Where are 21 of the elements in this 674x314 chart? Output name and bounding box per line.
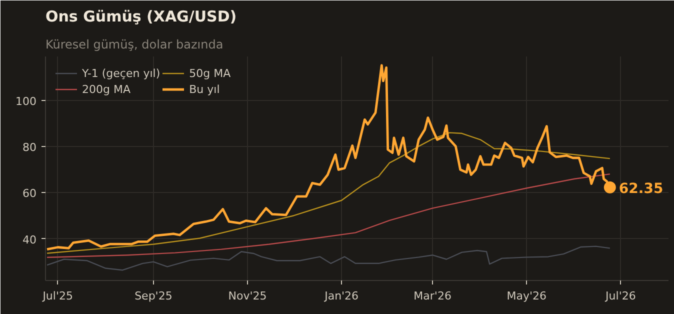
- x-tick-label: May'26: [506, 290, 547, 302]
- x-tick-label: Jul'26: [604, 290, 636, 302]
- legend-label: Bu yıl: [189, 82, 220, 96]
- legend-label: 50g MA: [189, 66, 231, 80]
- legend-label: Y-1 (geçen yıl): [82, 66, 160, 80]
- x-tick-label: Nov'25: [228, 290, 267, 302]
- x-tick-label: Mar'26: [414, 290, 452, 302]
- y-tick-label: 60: [22, 187, 37, 200]
- legend-label: 200g MA: [82, 82, 130, 96]
- line-series: [46, 173, 610, 258]
- x-tick-label: Jan'26: [324, 290, 359, 302]
- x-tick-label: Jul'25: [42, 290, 73, 302]
- y-tick-label: 40: [22, 233, 37, 246]
- line-series: [46, 132, 610, 254]
- x-tick-label: Sep'25: [134, 290, 172, 302]
- y-tick-label: 80: [22, 141, 37, 154]
- chart-subtitle: Küresel gümüş, dolar bazında: [46, 38, 224, 52]
- y-tick-label: 100: [16, 94, 37, 108]
- line-series: [46, 246, 610, 271]
- chart-title: Ons Gümüş (XAG/USD): [46, 8, 237, 26]
- annotation: 62.35: [618, 180, 664, 197]
